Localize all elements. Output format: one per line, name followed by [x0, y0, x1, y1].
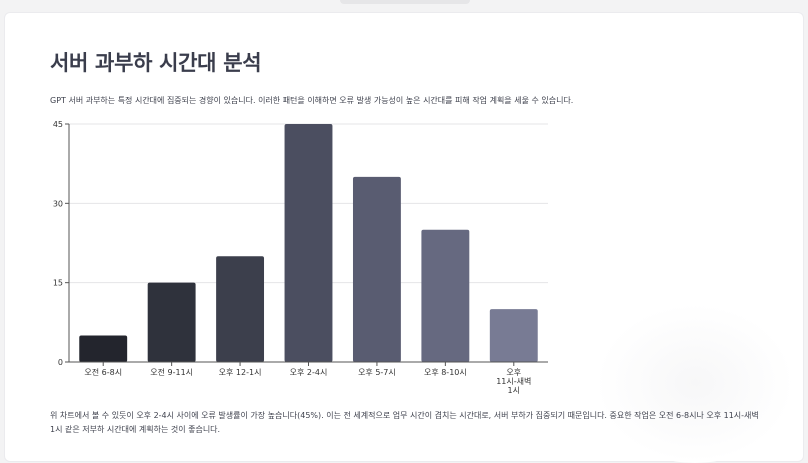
x-tick-label: 오후 2-4시: [290, 368, 328, 377]
y-tick-label: 30: [53, 199, 63, 208]
chart-summary: 위 차트에서 볼 수 있듯이 오후 2-4시 사이에 오류 발생률이 가장 높습…: [50, 411, 759, 434]
y-tick-label: 0: [58, 358, 63, 367]
bar: [284, 124, 333, 362]
x-tick-label: 오후 12-1시: [219, 368, 262, 377]
x-tick-label: 오전 9-11시: [150, 367, 193, 377]
top-tab-handle: [340, 0, 470, 4]
bar: [352, 176, 401, 362]
bar: [79, 335, 128, 362]
x-tick-label: 오후 8-10시: [424, 368, 467, 377]
bar-chart: 0 15 30 45 오전 6-8시 오전 9-11시 오후 12-1시 오후 2-4시 오후 …: [53, 120, 548, 395]
x-tick-label: 오후 5-7시: [358, 368, 396, 377]
analysis-card: 서버 과부하 시간대 분석 GPT 서버 과부하는 특정 시간대에 집중되는 경…: [4, 12, 804, 463]
bar: [216, 256, 265, 362]
y-tick-label: 45: [53, 120, 63, 129]
x-tick-label: 오후 11시-새벽 1시: [496, 368, 531, 395]
y-tick-label: 15: [53, 279, 63, 288]
x-tick-label: 오전 6-8시: [84, 367, 122, 377]
bar: [489, 309, 538, 362]
bar: [147, 282, 196, 362]
page-title: 서버 과부하 시간대 분석: [50, 51, 262, 75]
page-description: GPT 서버 과부하는 특정 시간대에 집중되는 경향이 있습니다. 이러한 패…: [50, 96, 574, 105]
bar: [421, 229, 470, 362]
decorative-blob: [595, 303, 795, 463]
